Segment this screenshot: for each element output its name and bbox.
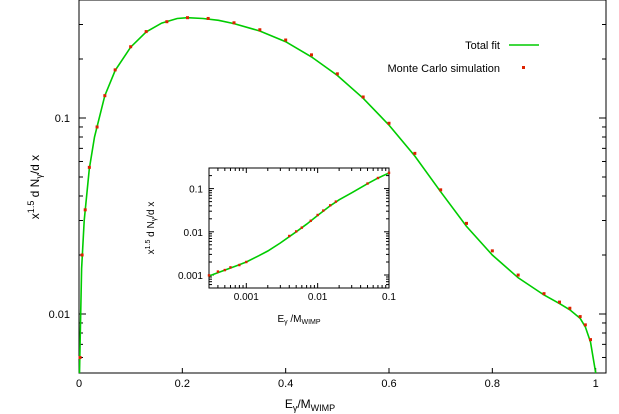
monte-carlo-point	[80, 253, 84, 257]
main-y-tick-label-0: 0.01	[49, 309, 70, 321]
inset-x-tick-label-1: 0.01	[308, 292, 328, 303]
inset-chart: 0.001 0.01 0.1 0.001 0.01 0.1 Eγ /MWIMP …	[145, 167, 396, 326]
inset-monte-carlo-point	[376, 176, 380, 180]
monte-carlo-point	[583, 323, 587, 327]
inset-monte-carlo-point	[387, 171, 391, 175]
main-y-axis: 0.01 0.1	[49, 113, 70, 321]
inset-monte-carlo-point	[294, 230, 298, 233]
monte-carlo-point	[144, 30, 148, 34]
main-total-fit-line	[78, 16, 597, 374]
main-x-tick-label-3: 0.6	[381, 378, 396, 390]
inset-monte-carlo-point	[366, 182, 369, 185]
monte-carlo-point	[165, 20, 169, 24]
inset-monte-carlo-point	[316, 213, 319, 217]
inset-x-tick-label-0: 0.001	[234, 292, 259, 303]
inset-monte-carlo-point	[300, 226, 304, 229]
legend-label-monte-carlo: Monte Carlo simulation	[388, 63, 501, 75]
main-x-axis-label: Eγ/MWIMP	[285, 397, 335, 413]
monte-carlo-point	[186, 16, 189, 20]
main-x-tick-label-2: 0.4	[278, 378, 293, 390]
monte-carlo-point	[568, 306, 572, 310]
monte-carlo-point	[542, 292, 546, 296]
main-plot-frame	[78, 0, 607, 374]
monte-carlo-point	[335, 72, 339, 76]
monte-carlo-point	[310, 53, 313, 57]
monte-carlo-point	[129, 45, 133, 49]
inset-monte-carlo-point	[245, 260, 248, 264]
monte-carlo-point	[516, 273, 520, 277]
monte-carlo-point	[589, 338, 592, 342]
monte-carlo-point	[95, 125, 99, 129]
inset-y-tick-label-2: 0.1	[189, 185, 203, 196]
inset-y-tick-label-1: 0.01	[184, 228, 204, 239]
monte-carlo-point	[413, 151, 417, 155]
monte-carlo-point	[83, 208, 87, 212]
inset-monte-carlo-point	[322, 209, 325, 212]
inset-monte-carlo-point	[238, 263, 241, 267]
monte-carlo-point	[232, 21, 236, 25]
monte-carlo-point	[578, 315, 582, 319]
inset-monte-carlo-point	[309, 219, 312, 222]
monte-carlo-point	[78, 355, 82, 359]
monte-carlo-point	[258, 28, 262, 32]
monte-carlo-point	[558, 300, 561, 304]
monte-carlo-point	[206, 16, 210, 20]
main-monte-carlo-points	[78, 16, 592, 359]
main-x-tick-label-1: 0.2	[175, 378, 190, 390]
main-x-axis: 0 0.2 0.4 0.6 0.8 1	[76, 368, 599, 390]
inset-monte-carlo-point	[207, 274, 211, 277]
monte-carlo-point	[284, 38, 288, 42]
monte-carlo-point	[113, 68, 117, 72]
main-x-tick-label-4: 0.8	[485, 378, 500, 390]
inset-monte-carlo-point	[288, 234, 291, 238]
monte-carlo-point	[439, 188, 443, 192]
monte-carlo-point	[361, 95, 365, 99]
main-x-tick-label-0: 0	[76, 378, 82, 390]
monte-carlo-point	[490, 249, 494, 253]
inset-monte-carlo-point	[334, 200, 338, 203]
inset-monte-carlo-point	[216, 270, 220, 273]
inset-x-tick-label-2: 0.1	[382, 292, 396, 303]
main-y-tick-label-1: 0.1	[55, 113, 70, 125]
monte-carlo-point	[87, 165, 91, 169]
main-x-tick-label-5: 1	[593, 378, 599, 390]
inset-x-axis-label: Eγ /MWIMP	[277, 314, 320, 326]
inset-monte-carlo-point	[229, 266, 232, 269]
inset-y-tick-label-0: 0.001	[178, 271, 203, 282]
inset-monte-carlo-points	[207, 171, 391, 277]
inset-y-axis-label: x1.5 d Nγ/d x	[145, 202, 158, 255]
legend: Total fit Monte Carlo simulation	[388, 40, 539, 75]
main-y-axis-label: x1.5 d Nγ/d x	[26, 155, 44, 219]
inset-monte-carlo-point	[329, 204, 332, 207]
monte-carlo-point	[387, 121, 391, 125]
monte-carlo-point	[103, 94, 107, 98]
legend-label-total-fit: Total fit	[465, 40, 500, 52]
inset-monte-carlo-point	[223, 268, 227, 272]
monte-carlo-point	[465, 221, 468, 225]
legend-swatch-monte-carlo	[522, 66, 525, 69]
